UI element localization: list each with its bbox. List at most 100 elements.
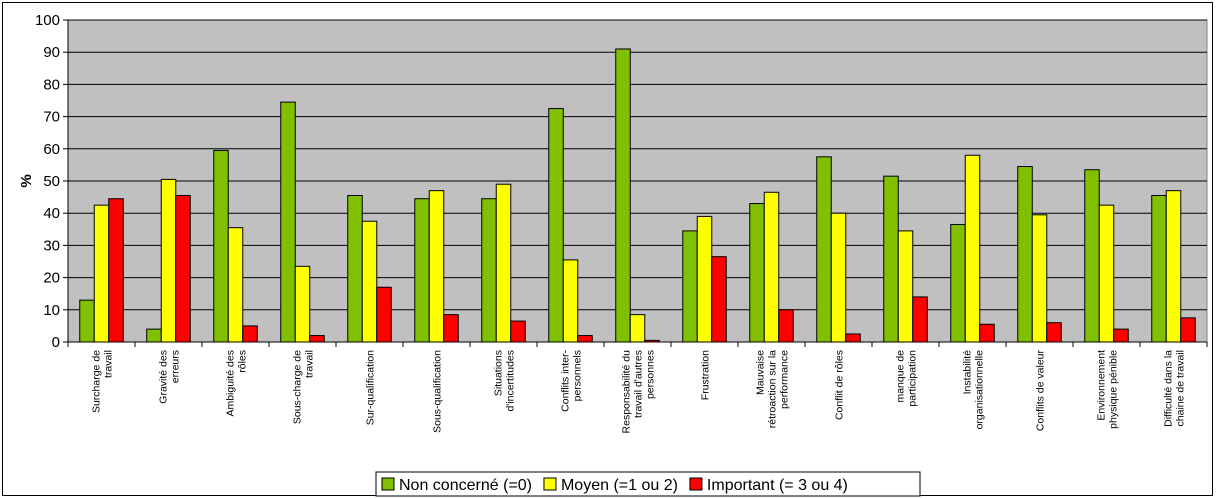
y-tick-label: 0	[52, 334, 60, 351]
y-tick-label: 50	[43, 173, 60, 190]
x-tick-label: erreurs	[170, 350, 182, 383]
bar	[696, 215, 713, 343]
y-tick-label: 80	[43, 76, 60, 93]
x-tick-label: Conflit de rôles	[834, 350, 846, 420]
bar	[414, 198, 430, 343]
y-tick-label: 20	[43, 270, 60, 287]
bar	[227, 227, 244, 343]
x-tick-label: Surcharge de	[91, 350, 103, 413]
bar	[749, 203, 765, 343]
bar	[1017, 166, 1033, 343]
bar	[309, 335, 325, 343]
bar	[1165, 190, 1182, 343]
bar	[816, 156, 832, 343]
bar	[495, 183, 512, 343]
bar	[778, 309, 794, 343]
x-tick-label: rétroaction sur la	[767, 350, 779, 428]
x-tick-label: travail	[304, 350, 316, 378]
x-tick-label: participation	[907, 350, 919, 407]
bar	[1084, 169, 1100, 343]
bar	[883, 175, 899, 343]
y-tick-label: 70	[43, 109, 60, 126]
y-tick-label: 40	[43, 205, 60, 222]
x-tick-label: Environnement	[1096, 350, 1108, 421]
bar	[964, 154, 981, 343]
x-tick-label: travail d'autres	[633, 350, 645, 418]
x-tick-label: Situations	[493, 350, 505, 396]
bar	[213, 149, 229, 343]
bar	[1046, 322, 1062, 343]
bar	[615, 48, 631, 343]
x-tick-label: Frustration	[700, 350, 712, 400]
x-tick-label: Gravité des	[158, 350, 170, 404]
x-tick-label: Conflits de valeur	[1035, 349, 1047, 431]
bar	[280, 101, 296, 343]
x-tick-label: Mauvaise	[755, 350, 767, 395]
x-tick-label: Conflits inter-	[560, 350, 572, 412]
x-tick-label: d'incertitudes	[505, 350, 517, 412]
bar	[897, 230, 914, 343]
y-tick-label: 90	[43, 44, 60, 61]
x-tick-label: Sur-qualification	[365, 350, 377, 425]
legend-swatch	[381, 477, 395, 491]
x-tick-label: chaine de travail	[1175, 350, 1187, 426]
bar	[108, 198, 124, 343]
x-tick-label: performance	[779, 350, 791, 409]
bar	[146, 328, 162, 343]
y-tick-label: 60	[43, 141, 60, 158]
bar	[510, 320, 526, 343]
bar	[912, 296, 928, 343]
bar	[763, 191, 780, 343]
bar	[443, 314, 459, 343]
bar	[294, 265, 311, 343]
bar	[79, 299, 95, 343]
x-tick-label: manque de	[895, 350, 907, 403]
bar	[629, 314, 646, 343]
bar	[562, 259, 579, 343]
y-axis-label: %	[18, 174, 35, 187]
y-tick-label: 30	[43, 237, 60, 254]
bar	[1151, 194, 1167, 343]
x-tick-label: travail	[103, 350, 115, 378]
bar	[93, 204, 110, 343]
bar	[175, 194, 191, 343]
bar	[1180, 317, 1196, 343]
bar	[845, 333, 861, 343]
x-tick-label: organisationnelle	[974, 350, 986, 430]
x-tick-label: physique pénible	[1108, 350, 1120, 429]
bar	[242, 325, 258, 343]
x-tick-label: personnes	[645, 350, 657, 399]
bar	[1098, 204, 1115, 343]
bar	[361, 220, 378, 343]
legend	[375, 471, 921, 497]
legend-label: Moyen (=1 ou 2)	[561, 477, 678, 494]
bar	[481, 198, 497, 343]
bar	[428, 190, 445, 343]
bar	[830, 212, 847, 343]
x-tick-label: Ambiguité des	[225, 350, 237, 417]
bar	[1113, 328, 1129, 343]
bar	[644, 339, 660, 343]
bar	[160, 178, 177, 343]
bar	[950, 223, 966, 343]
bar	[347, 194, 363, 343]
x-tick-label: personnels	[572, 350, 584, 401]
x-tick-label: Instabilité	[962, 350, 974, 395]
y-tick-label: 10	[43, 302, 60, 319]
bar	[979, 323, 995, 343]
x-tick-label: Difficulté dans la	[1163, 350, 1175, 427]
x-tick-label: Responsabilité du	[621, 350, 633, 434]
legend-label: Important (= 3 ou 4)	[707, 477, 848, 494]
legend-swatch	[689, 477, 703, 491]
legend-label: Non concerné (=0)	[399, 477, 532, 494]
legend-swatch	[543, 477, 557, 491]
bar	[711, 256, 727, 343]
y-tick-label: 100	[35, 12, 60, 29]
bar	[1031, 214, 1048, 343]
x-tick-label: Sous-qualification	[432, 350, 444, 433]
bar	[682, 230, 698, 343]
bar	[376, 286, 392, 343]
bar	[548, 108, 564, 343]
x-tick-label: rôles	[237, 350, 249, 373]
